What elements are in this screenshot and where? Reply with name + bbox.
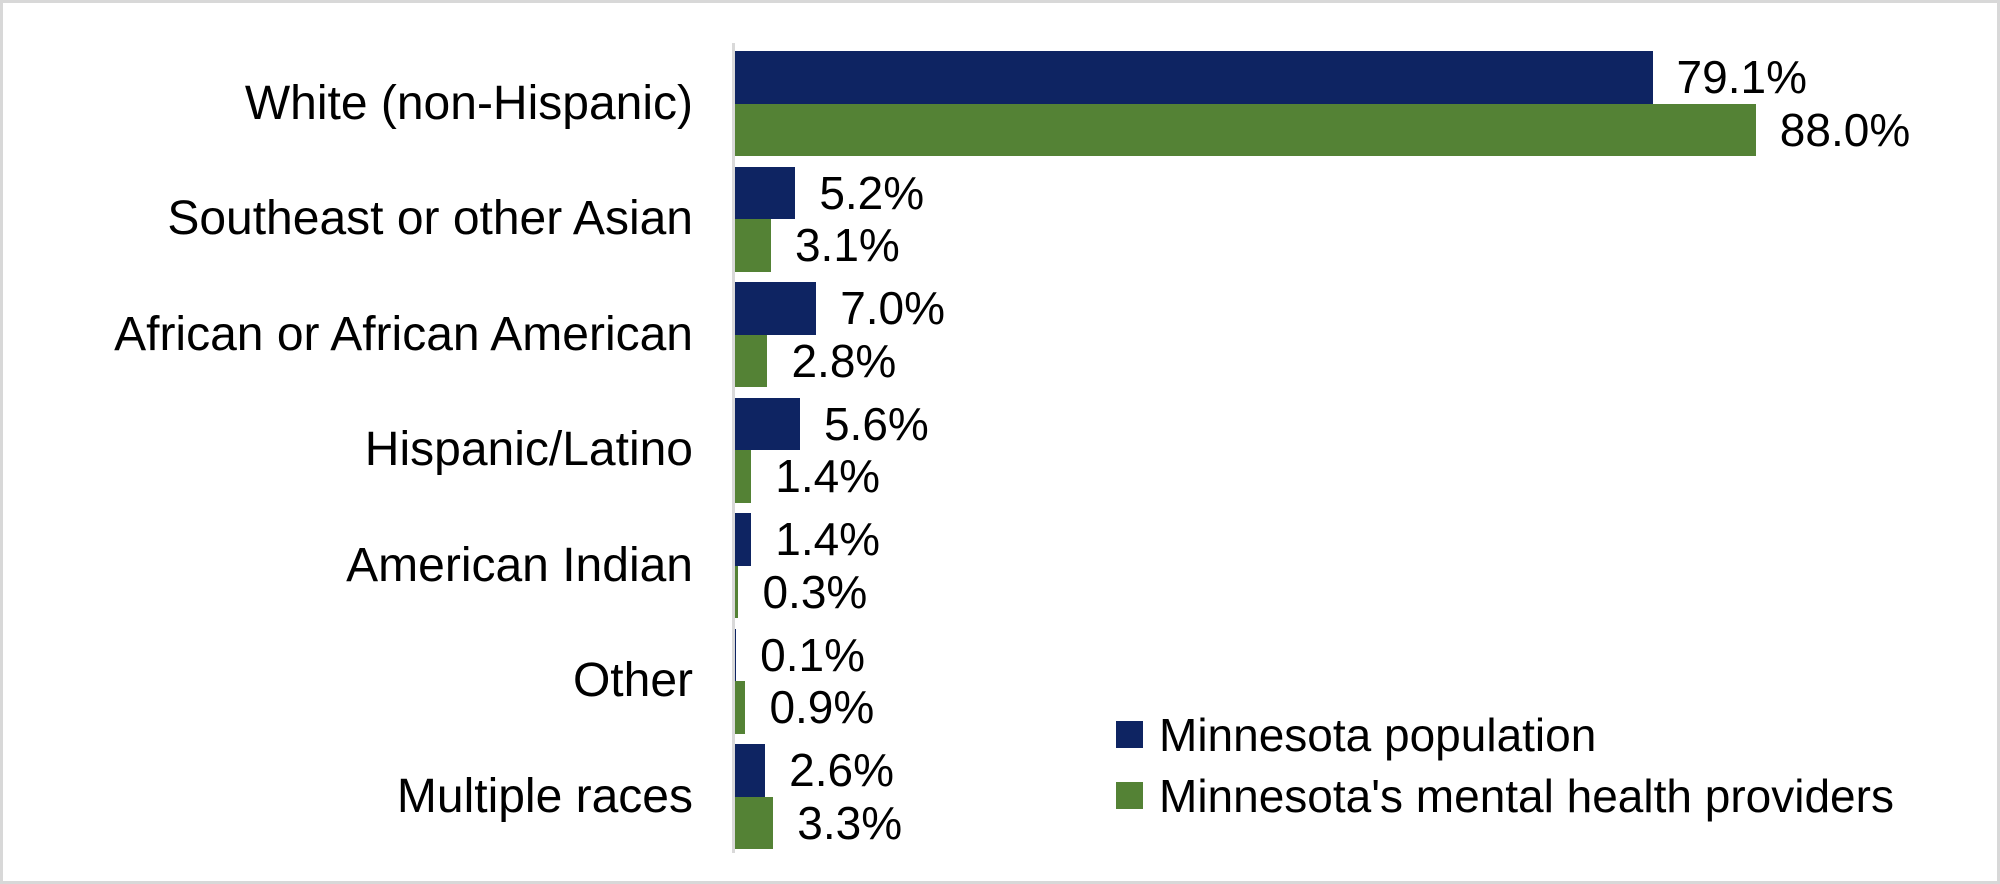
legend-item-population: Minnesota population xyxy=(1116,704,1894,765)
value-label: 79.1% xyxy=(1676,51,1807,104)
value-label: 2.6% xyxy=(789,744,895,797)
legend-swatch-population-icon xyxy=(1116,721,1143,748)
y-axis-line xyxy=(732,43,735,853)
category-label: Hispanic/Latino xyxy=(364,423,693,476)
value-label: 3.1% xyxy=(794,219,900,272)
category-label: Other xyxy=(572,654,693,707)
category-label: Southeast or other Asian xyxy=(167,192,693,245)
bar-minnesota-population xyxy=(735,397,800,450)
bar-mental-health-providers xyxy=(735,334,768,387)
bar-minnesota-population xyxy=(735,744,766,797)
legend-item-providers: Minnesota's mental health providers xyxy=(1116,765,1894,826)
bar-mental-health-providers xyxy=(735,565,739,618)
value-label: 0.1% xyxy=(760,628,866,681)
value-label: 1.4% xyxy=(775,513,881,566)
bar-minnesota-population xyxy=(735,51,1653,104)
category-label: Multiple races xyxy=(396,769,693,823)
value-label: 0.3% xyxy=(762,565,868,618)
value-label: 5.6% xyxy=(823,397,929,450)
bar-mental-health-providers xyxy=(735,219,771,272)
bar-mental-health-providers xyxy=(735,681,746,734)
bar-minnesota-population xyxy=(735,628,737,681)
bar-minnesota-population xyxy=(735,166,796,219)
bar-mental-health-providers xyxy=(735,103,1756,156)
value-label: 1.4% xyxy=(775,450,881,503)
category-label: White (non-Hispanic) xyxy=(244,76,693,130)
value-label: 5.2% xyxy=(819,166,925,219)
value-label: 88.0% xyxy=(1779,103,1911,156)
value-label: 3.3% xyxy=(797,796,903,849)
value-label: 7.0% xyxy=(840,282,946,335)
category-label: African or African American xyxy=(114,307,693,361)
value-label: 2.8% xyxy=(791,334,897,387)
bar-mental-health-providers xyxy=(735,450,752,503)
bar-mental-health-providers xyxy=(735,796,774,849)
legend-label-population: Minnesota population xyxy=(1159,708,1597,761)
category-label: American Indian xyxy=(346,538,693,592)
legend-label-providers: Minnesota's mental health providers xyxy=(1159,769,1894,822)
bar-minnesota-population xyxy=(735,282,817,335)
bar-minnesota-population xyxy=(735,513,752,566)
legend-swatch-providers-icon xyxy=(1116,782,1143,809)
value-label: 0.9% xyxy=(769,681,875,734)
legend: Minnesota population Minnesota's mental … xyxy=(1116,704,1894,826)
